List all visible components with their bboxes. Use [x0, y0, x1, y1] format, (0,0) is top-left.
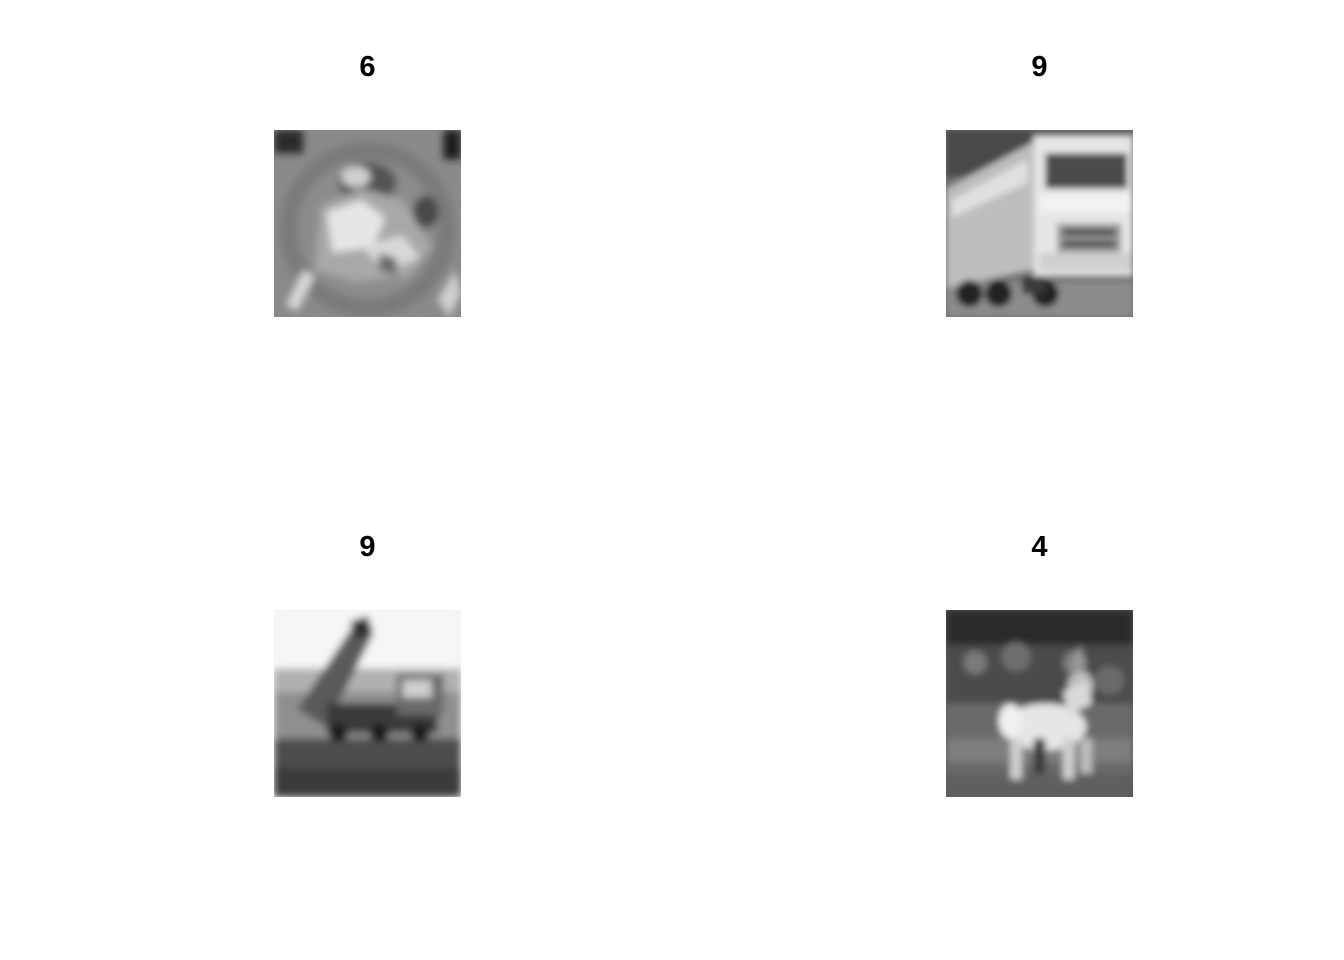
panel-label: 4 — [1031, 531, 1048, 563]
deer-image — [946, 610, 1133, 797]
panel-label: 9 — [1031, 51, 1048, 83]
panel-label: 6 — [359, 51, 376, 83]
dump-truck-image — [274, 610, 461, 797]
frog-image — [274, 130, 461, 317]
truck-image — [946, 130, 1133, 317]
panel-label: 9 — [359, 531, 376, 563]
